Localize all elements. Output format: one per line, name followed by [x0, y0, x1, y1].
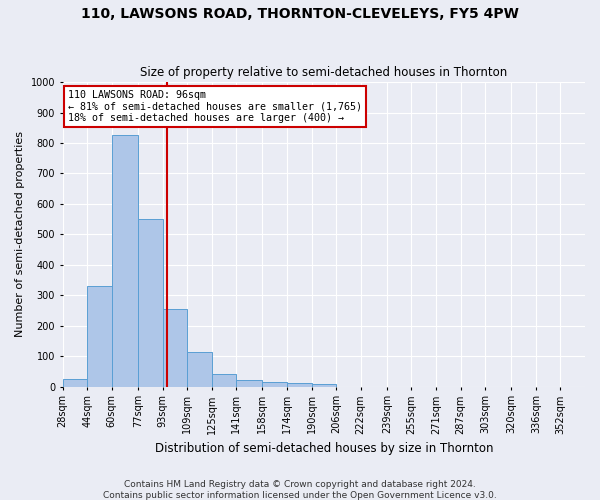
Bar — [187, 352, 212, 386]
Bar — [87, 286, 112, 386]
Bar — [311, 384, 336, 386]
Bar — [287, 383, 311, 386]
Bar — [112, 136, 138, 386]
X-axis label: Distribution of semi-detached houses by size in Thornton: Distribution of semi-detached houses by … — [155, 442, 493, 455]
Text: 110, LAWSONS ROAD, THORNTON-CLEVELEYS, FY5 4PW: 110, LAWSONS ROAD, THORNTON-CLEVELEYS, F… — [81, 8, 519, 22]
Bar — [212, 374, 236, 386]
Text: Contains HM Land Registry data © Crown copyright and database right 2024.
Contai: Contains HM Land Registry data © Crown c… — [103, 480, 497, 500]
Bar — [138, 219, 163, 386]
Bar — [262, 382, 287, 386]
Bar — [236, 380, 262, 386]
Text: 110 LAWSONS ROAD: 96sqm
← 81% of semi-detached houses are smaller (1,765)
18% of: 110 LAWSONS ROAD: 96sqm ← 81% of semi-de… — [68, 90, 362, 123]
Bar — [62, 379, 87, 386]
Y-axis label: Number of semi-detached properties: Number of semi-detached properties — [15, 132, 25, 338]
Bar — [163, 309, 187, 386]
Title: Size of property relative to semi-detached houses in Thornton: Size of property relative to semi-detach… — [140, 66, 508, 80]
